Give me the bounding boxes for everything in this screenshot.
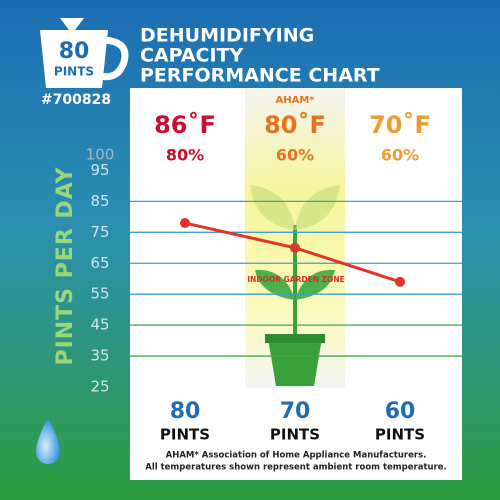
rating-number: 60 [385,399,416,424]
y-tick-label: 45 [90,316,109,334]
data-point [180,218,190,229]
humidity-label: 60% [276,146,314,165]
y-tick-label: 35 [90,347,109,365]
rating-number: 70 [280,399,311,424]
data-point [395,276,405,287]
y-tick-label: 65 [90,254,109,272]
data-point [290,242,300,253]
droplet-icon [36,418,60,464]
footnote: AHAM* Association of Home Appliance Manu… [166,451,427,461]
humidity-label: 80% [166,146,204,165]
title: DEHUMIDIFYING [140,25,314,47]
rating-unit: PINTS [375,426,425,444]
y-tick-label: 95 [90,161,109,179]
y-axis-label: PINTS PER DAY [53,166,78,365]
title: CAPACITY [140,45,244,67]
y-tick-label: 100 [86,146,115,164]
temperature-label: 70˚F [369,111,431,139]
y-tick-label: 75 [90,223,109,241]
badge-number: 80 [59,39,90,64]
y-tick-label: 55 [90,285,109,303]
model-number: #700828 [41,92,111,108]
footnote: All temperatures shown represent ambient… [145,463,447,473]
rating-unit: PINTS [270,426,320,444]
temperature-label: 80˚F [264,111,326,139]
aham-label: AHAM* [275,95,315,106]
y-tick-label: 85 [90,192,109,210]
badge-unit: PINTS [54,65,94,79]
humidity-label: 60% [381,146,419,165]
temperature-label: 86˚F [154,111,216,139]
rating-unit: PINTS [160,426,210,444]
rating-number: 80 [170,399,201,424]
cup-icon [40,18,129,88]
y-tick-label: 25 [90,378,109,396]
title: PERFORMANCE CHART [140,65,380,87]
annotation: INDOOR GARDEN ZONE [247,275,345,284]
